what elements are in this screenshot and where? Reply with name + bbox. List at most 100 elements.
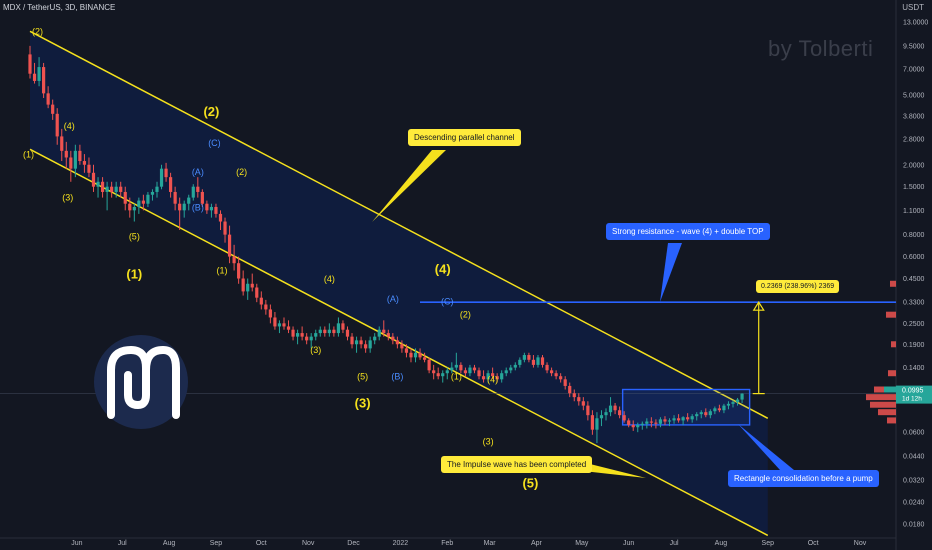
rectangle-callout: Rectangle consolidation before a pump bbox=[728, 470, 879, 487]
candle-body bbox=[518, 359, 522, 365]
candle-body bbox=[708, 411, 712, 416]
time-tick-label: Aug bbox=[163, 540, 176, 547]
candle-body bbox=[568, 385, 572, 394]
last-price-tag bbox=[896, 385, 932, 404]
candle-body bbox=[255, 287, 259, 298]
candle-body bbox=[676, 418, 681, 421]
wave-label: (5) bbox=[522, 476, 538, 491]
candle-body bbox=[463, 370, 468, 374]
candle-body bbox=[536, 357, 540, 365]
wave-label: (1) bbox=[451, 371, 462, 381]
candle-body bbox=[141, 200, 145, 204]
candle-body bbox=[200, 191, 204, 204]
candle-body bbox=[640, 423, 644, 425]
candle-body bbox=[522, 355, 526, 360]
candle-body bbox=[137, 200, 141, 207]
last-price-value: 0.0995 bbox=[902, 388, 924, 395]
time-tick-label: Jun bbox=[623, 540, 634, 547]
candle-body bbox=[559, 376, 563, 380]
candle-body bbox=[654, 422, 658, 424]
candle-body bbox=[491, 373, 495, 377]
resistance-callout-pointer bbox=[660, 243, 682, 302]
candle-body bbox=[441, 373, 445, 377]
channel-callout-pointer bbox=[372, 150, 446, 222]
time-tick-label: Jul bbox=[670, 540, 679, 547]
candle-body bbox=[268, 309, 272, 318]
candle-body bbox=[128, 203, 132, 211]
candle-body bbox=[110, 186, 114, 192]
candle-body bbox=[436, 373, 440, 377]
candle-body bbox=[332, 329, 336, 334]
candle-body bbox=[686, 417, 690, 420]
time-tick-label: Jul bbox=[118, 540, 127, 547]
time-tick-label: Sep bbox=[210, 540, 223, 547]
symbol-header: MDX / TetherUS, 3D, BINANCE bbox=[3, 3, 116, 12]
candle-body bbox=[454, 364, 458, 368]
candle-body bbox=[527, 355, 531, 360]
logo-stroke bbox=[142, 345, 180, 419]
price-tick-label: 1.5000 bbox=[903, 184, 925, 191]
candle-body bbox=[427, 359, 431, 371]
time-tick-label: Aug bbox=[715, 540, 728, 547]
candle-body bbox=[241, 278, 245, 292]
volume-profile-bar bbox=[891, 341, 896, 348]
price-tick-label: 7.0000 bbox=[903, 67, 925, 74]
price-tick-label: 0.0180 bbox=[903, 522, 925, 529]
volume-profile-bar bbox=[870, 401, 896, 408]
candle-body bbox=[735, 399, 740, 403]
candle-body bbox=[264, 304, 268, 310]
candle-body bbox=[599, 415, 604, 419]
candle-body bbox=[37, 67, 41, 81]
candle-body bbox=[373, 336, 377, 341]
wave-label: (B) bbox=[391, 371, 403, 381]
candle-body bbox=[577, 397, 581, 402]
price-tick-label: 0.8000 bbox=[903, 232, 925, 239]
candle-body bbox=[731, 402, 735, 404]
candle-body bbox=[695, 414, 699, 417]
candle-body bbox=[386, 333, 390, 337]
candle-body bbox=[250, 283, 254, 288]
candle-body bbox=[277, 323, 282, 327]
candle-body bbox=[100, 181, 105, 192]
candle-body bbox=[563, 379, 567, 386]
candle-body bbox=[740, 393, 744, 400]
wave-label: (2) bbox=[32, 27, 43, 37]
candle-body bbox=[699, 412, 703, 415]
candle-body bbox=[667, 420, 672, 422]
time-tick-label: Oct bbox=[256, 540, 267, 547]
candle-body bbox=[704, 412, 708, 416]
wave-label: (A) bbox=[192, 167, 204, 177]
candle-body bbox=[486, 373, 490, 380]
candle-body bbox=[382, 329, 386, 334]
candle-body bbox=[345, 329, 350, 337]
wave-label: (3) bbox=[310, 345, 321, 355]
price-tick-label: 2.0000 bbox=[903, 162, 925, 169]
wave-label: (1) bbox=[126, 267, 142, 282]
wave-label: (5) bbox=[357, 371, 368, 381]
candle-body bbox=[364, 344, 368, 349]
wave-label: (5) bbox=[129, 232, 140, 242]
price-tick-label: 0.1900 bbox=[903, 342, 925, 349]
wave-label: (4) bbox=[487, 375, 498, 385]
time-tick-label: Jun bbox=[71, 540, 82, 547]
candle-body bbox=[327, 329, 331, 334]
time-tick-label: Sep bbox=[762, 540, 775, 547]
candle-body bbox=[305, 336, 309, 341]
candle-body bbox=[404, 348, 409, 353]
time-tick-label: Dec bbox=[347, 540, 360, 547]
candle-body bbox=[613, 405, 617, 411]
candle-body bbox=[531, 359, 536, 365]
candle-body bbox=[291, 329, 295, 337]
candle-body bbox=[540, 357, 545, 365]
candle-body bbox=[590, 415, 595, 430]
resistance-callout: Strong resistance - wave (4) + double TO… bbox=[606, 223, 770, 240]
candle-body bbox=[214, 206, 218, 214]
candle-body bbox=[323, 329, 327, 334]
channel-upper-line bbox=[29, 30, 769, 419]
wave-label: (2) bbox=[236, 167, 247, 177]
candle-body bbox=[341, 323, 345, 330]
time-tick-label: Nov bbox=[854, 540, 867, 547]
candle-body bbox=[554, 373, 558, 377]
price-tick-label: 0.3300 bbox=[903, 300, 925, 307]
candle-body bbox=[155, 186, 159, 192]
